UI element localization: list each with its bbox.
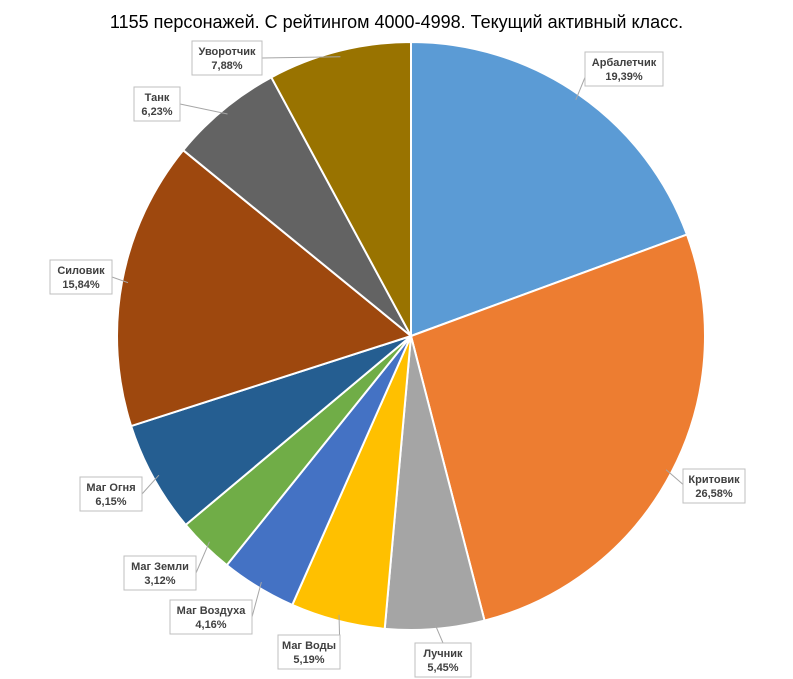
slice-name-label: Маг Воздуха: [177, 605, 247, 617]
slice-value-label: 26,58%: [695, 488, 733, 500]
slice-0: [410, 40, 689, 338]
data-label-8: Танк 6,23%: [133, 86, 181, 122]
data-label-box: [79, 476, 143, 512]
slice-8: [181, 75, 412, 337]
slice-value-label: 6,23%: [141, 106, 172, 118]
data-label-3: Маг Воды 5,19%: [277, 634, 341, 670]
data-label-4: Маг Воздуха 4,16%: [169, 599, 253, 635]
data-label-box: [682, 468, 746, 504]
slice-1: [409, 233, 706, 622]
slice-name-label: Маг Огня: [86, 482, 135, 494]
slice-7: [116, 148, 414, 428]
leader-line-5: [195, 541, 210, 574]
chart-title: 1155 персонажей. С рейтингом 4000-4998. …: [109, 12, 684, 32]
data-label-2: Лучник 5,45%: [414, 642, 472, 678]
slice-value-label: 5,45%: [427, 662, 458, 674]
slice-name-label: Танк: [145, 92, 170, 104]
leader-line-8: [179, 103, 228, 115]
slice-name-label: Критовик: [688, 474, 740, 486]
slice-name-label: Арбалетчик: [592, 57, 657, 69]
data-label-box: [49, 259, 113, 295]
slice-value-label: 6,15%: [95, 496, 126, 508]
data-label-1: Критовик 26,58%: [682, 468, 746, 504]
data-label-box: [584, 51, 664, 87]
slice-value-label: 3,12%: [144, 575, 175, 587]
data-label-6: Маг Огня 6,15%: [79, 476, 143, 512]
data-label-box: [277, 634, 341, 670]
data-label-box: [191, 40, 263, 76]
slice-value-label: 4,16%: [195, 619, 226, 631]
data-label-9: Уворотчик 7,88%: [191, 40, 263, 76]
leader-line-4: [251, 581, 262, 618]
slice-name-label: Силовик: [57, 265, 105, 277]
data-label-box: [414, 642, 472, 678]
leader-line-6: [141, 474, 160, 495]
slice-value-label: 15,84%: [62, 279, 100, 291]
slice-value-label: 5,19%: [293, 654, 324, 666]
data-label-0: Арбалетчик 19,39%: [584, 51, 664, 87]
leader-line-7: [111, 276, 129, 284]
slice-name-label: Маг Воды: [282, 640, 336, 652]
slice-name-label: Уворотчик: [199, 46, 256, 58]
leader-line-9: [261, 56, 341, 59]
slice-9: [269, 40, 412, 337]
leader-line-2: [434, 622, 444, 644]
slice-value-label: 19,39%: [605, 71, 643, 83]
data-label-5: Маг Земли 3,12%: [123, 555, 197, 591]
data-label-box: [123, 555, 197, 591]
data-label-box: [133, 86, 181, 122]
data-label-box: [169, 599, 253, 635]
data-label-7: Силовик 15,84%: [49, 259, 113, 295]
slice-name-label: Лучник: [423, 648, 463, 660]
slice-name-label: Маг Земли: [131, 561, 189, 573]
slice-value-label: 7,88%: [211, 60, 242, 72]
